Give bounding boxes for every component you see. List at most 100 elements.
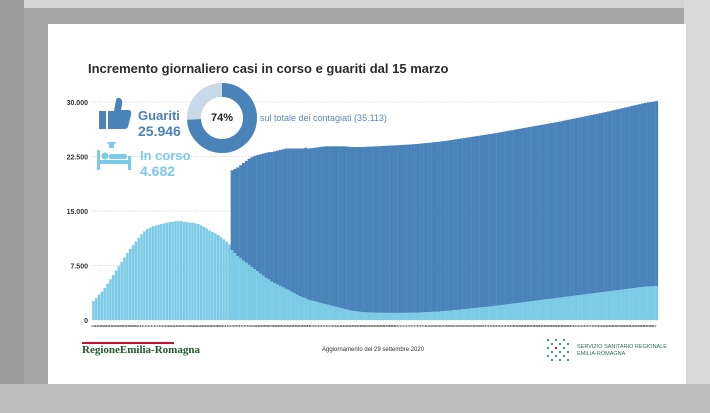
bar-guariti xyxy=(558,121,562,298)
bar-in-corso xyxy=(434,311,438,320)
bar-guariti xyxy=(539,125,543,301)
bar-in-corso xyxy=(196,224,200,320)
x-tick-label: 15/3 xyxy=(91,324,97,328)
bar-in-corso xyxy=(573,295,577,320)
x-tick-label: 13/6 xyxy=(346,324,352,328)
bar-in-corso xyxy=(391,312,395,320)
slide: Incremento giornaliero casi in corso e g… xyxy=(48,24,686,384)
bar-in-corso xyxy=(459,309,463,320)
x-tick-label: 6/6 xyxy=(327,324,331,328)
bar-in-corso xyxy=(561,297,565,320)
x-tick-label: 16/5 xyxy=(266,324,272,328)
x-tick-label: 5/9 xyxy=(584,324,588,328)
bar-in-corso xyxy=(97,294,101,320)
guariti-value: 25.946 xyxy=(138,123,181,139)
bar-guariti xyxy=(233,168,237,254)
bar-in-corso xyxy=(233,253,237,320)
bar-guariti xyxy=(595,113,599,293)
bar-guariti xyxy=(403,144,407,313)
bar-in-corso xyxy=(638,287,642,320)
x-tick-label: 18/5 xyxy=(272,324,278,328)
bar-guariti xyxy=(431,142,435,312)
bar-in-corso xyxy=(154,225,158,320)
x-tick-label: 30/8 xyxy=(566,324,572,328)
bar-guariti xyxy=(241,163,245,261)
x-tick-label: 23/8 xyxy=(547,324,553,328)
x-tick-label: 3/7 xyxy=(403,324,407,328)
x-tick-label: 13/4 xyxy=(173,324,179,328)
bar-in-corso xyxy=(278,285,282,320)
bar-in-corso xyxy=(273,282,277,320)
x-tick-label: 11/8 xyxy=(513,324,518,328)
bar-guariti xyxy=(442,141,446,312)
bar-in-corso xyxy=(318,302,322,320)
x-tick-label: 11/7 xyxy=(425,324,430,328)
x-tick-label: 9/7 xyxy=(420,324,424,328)
regione-logo-bar xyxy=(82,342,174,344)
bar-in-corso xyxy=(199,225,203,320)
bar-guariti xyxy=(635,104,639,288)
background-band-top xyxy=(0,0,710,8)
bar-guariti xyxy=(476,135,480,308)
x-tick-label: 24/5 xyxy=(289,324,295,328)
chart-area: 0 7.500 15.000 22.500 30.000 15/316/317/318/3… xyxy=(67,100,659,328)
bar-guariti xyxy=(307,148,311,300)
bar-in-corso xyxy=(592,293,596,320)
bar-guariti xyxy=(556,121,560,298)
x-tick-label: 18/6 xyxy=(360,324,366,328)
x-tick-label: 9/5 xyxy=(247,324,251,328)
bar-guariti xyxy=(643,102,647,287)
x-tick-label: 10/8 xyxy=(510,324,516,328)
bar-guariti xyxy=(638,104,642,288)
bar-in-corso xyxy=(485,306,489,320)
bar-in-corso xyxy=(465,308,469,320)
x-tick-label: 27/3 xyxy=(125,324,131,328)
bar-guariti xyxy=(505,131,509,305)
bar-in-corso xyxy=(414,312,418,320)
bar-guariti xyxy=(493,133,497,306)
x-tick-label: 31/3 xyxy=(136,324,142,328)
bar-in-corso xyxy=(575,295,579,320)
bar-in-corso xyxy=(225,241,228,320)
bar-guariti xyxy=(465,137,469,309)
bar-guariti xyxy=(541,124,545,300)
x-tick-label: 8/7 xyxy=(417,324,421,328)
x-tick-label: 13/9 xyxy=(606,324,612,328)
y-tick-label: 15.000 xyxy=(67,209,89,216)
x-tick-label: 27/4 xyxy=(213,324,219,328)
hospital-bed-icon xyxy=(97,142,131,170)
bar-guariti xyxy=(530,126,534,302)
bar-in-corso xyxy=(315,301,319,320)
bar-in-corso xyxy=(505,304,509,320)
x-tick-label: 17/8 xyxy=(530,324,536,328)
x-tick-label: 23/9 xyxy=(634,324,640,328)
bar-in-corso xyxy=(210,232,214,320)
bar-guariti xyxy=(236,167,240,257)
x-tick-label: 20/9 xyxy=(626,324,632,328)
bar-in-corso xyxy=(140,234,144,320)
x-tick-label: 18/7 xyxy=(445,324,451,328)
bar-in-corso xyxy=(346,309,350,320)
bar-guariti xyxy=(482,134,486,308)
bar-guariti xyxy=(230,170,234,251)
x-tick-label: 29/5 xyxy=(303,324,309,328)
bar-guariti xyxy=(612,110,616,291)
bar-guariti xyxy=(284,148,288,289)
bar-guariti xyxy=(383,145,387,313)
bar-in-corso xyxy=(134,241,138,320)
bar-guariti xyxy=(468,137,472,309)
x-tick-label: 18/4 xyxy=(187,324,193,328)
x-tick-label: 20/4 xyxy=(193,324,199,328)
bar-in-corso xyxy=(244,262,248,320)
bar-guariti xyxy=(391,145,395,313)
x-tick-label: 11/4 xyxy=(167,324,172,328)
bar-guariti xyxy=(547,123,551,299)
x-tick-label: 28/7 xyxy=(473,324,479,328)
bar-in-corso xyxy=(380,312,384,320)
x-tick-label: 5/7 xyxy=(409,324,413,328)
bar-guariti xyxy=(646,102,650,287)
bar-guariti xyxy=(411,144,415,313)
ssr-logo-line2: EMILIA-ROMAGNA xyxy=(577,351,626,357)
x-tick-label: 7/7 xyxy=(414,324,418,328)
x-tick-label: 26/5 xyxy=(295,324,301,328)
